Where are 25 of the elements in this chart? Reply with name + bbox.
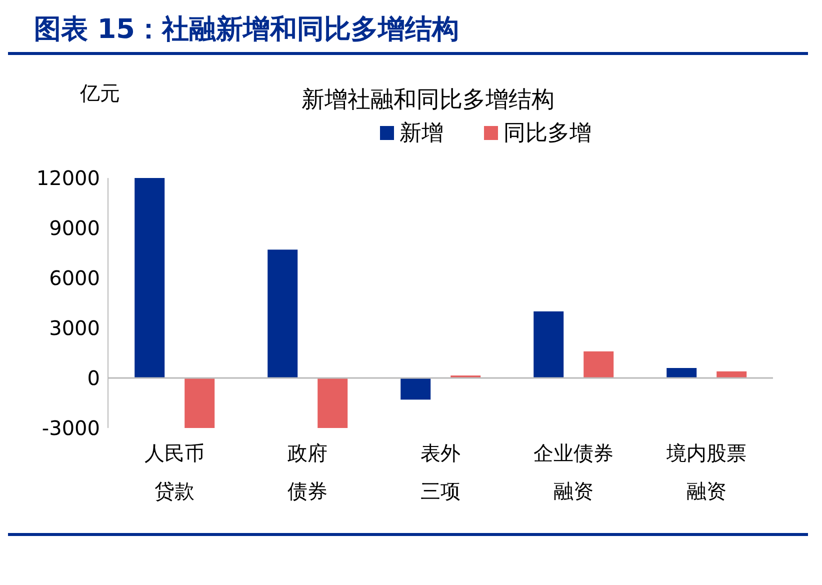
x-tick-label: 政府债券: [288, 441, 328, 503]
bar: [318, 378, 348, 428]
y-tick-label: 0: [87, 366, 100, 390]
legend-label: 同比多增: [504, 120, 592, 148]
y-tick-label: -3000: [42, 416, 100, 440]
bar: [716, 371, 747, 378]
chart-title: 图表 15：社融新增和同比多增结构: [8, 8, 808, 55]
x-tick-label: 企业债券融资: [534, 441, 614, 503]
y-tick-label: 9000: [49, 216, 100, 240]
y-tick-label: 6000: [49, 266, 100, 290]
y-tick-label: 12000: [36, 166, 100, 190]
bar: [268, 250, 298, 378]
y-axis-title: 亿元: [80, 80, 120, 107]
x-tick-label: 表外三项: [420, 441, 460, 503]
bar: [134, 178, 165, 378]
bar: [400, 378, 431, 400]
x-tick-label: 境内股票融资: [666, 441, 746, 503]
bar: [584, 351, 614, 378]
x-tick-label: 人民币贷款: [144, 441, 204, 503]
y-tick-label: 3000: [49, 316, 100, 340]
legend-label: 新增: [400, 120, 444, 148]
bar: [534, 311, 564, 378]
chart-subtitle: 新增社融和同比多增结构: [302, 87, 554, 113]
bar: [666, 368, 697, 378]
bar: [184, 378, 215, 428]
